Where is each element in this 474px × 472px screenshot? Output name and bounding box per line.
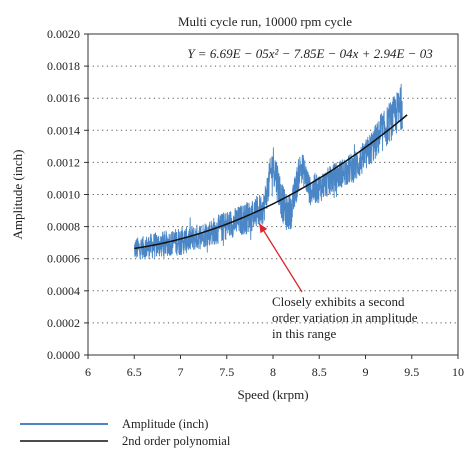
x-tick-label: 6.5 [127, 365, 142, 379]
grid [88, 65, 458, 324]
x-tick-label: 10 [452, 365, 464, 379]
amplitude-series [133, 83, 403, 260]
y-tick-label: 0.0002 [47, 316, 80, 330]
y-tick-label: 0.0000 [47, 348, 80, 362]
amplitude-trace [133, 83, 403, 260]
polynomial-curve [134, 114, 408, 250]
y-tick-label: 0.0020 [47, 27, 80, 41]
annotation-line-2: order variation in amplitude [272, 310, 418, 325]
x-tick-label: 7.5 [219, 365, 234, 379]
fit-equation: Y = 6.69E − 05x² − 7.85E − 04x + 2.94E −… [187, 46, 433, 61]
annotation-line-1: Closely exhibits a second [272, 294, 405, 309]
x-tick-label: 9.5 [404, 365, 419, 379]
y-tick-label: 0.0004 [47, 284, 80, 298]
annotation-arrow [258, 223, 303, 293]
y-tick-label: 0.0006 [47, 252, 80, 266]
x-axis-ticks: 6 6.5 7 7.5 8 8.5 9 9.5 10 [85, 355, 464, 379]
y-tick-label: 0.0012 [47, 155, 80, 169]
legend: Amplitude (inch) 2nd order polynomial [20, 417, 231, 448]
polynomial-series [134, 114, 408, 250]
x-tick-label: 6 [85, 365, 91, 379]
y-tick-label: 0.0018 [47, 59, 80, 73]
y-tick-label: 0.0008 [47, 220, 80, 234]
y-tick-label: 0.0014 [47, 123, 80, 137]
x-tick-label: 9 [363, 365, 369, 379]
annotation: Closely exhibits a second order variatio… [258, 223, 418, 341]
x-tick-label: 8 [270, 365, 276, 379]
y-axis-ticks: 0.0000 0.0002 0.0004 0.0006 0.0008 0.0010 0.00… [47, 27, 88, 362]
y-axis-label: Amplitude (inch) [10, 150, 25, 240]
y-tick-label: 0.0016 [47, 91, 80, 105]
legend-label-amplitude: Amplitude (inch) [122, 417, 208, 431]
chart-title: Multi cycle run, 10000 rpm cycle [178, 14, 352, 29]
legend-label-polynomial: 2nd order polynomial [122, 434, 231, 448]
x-axis-label: Speed (krpm) [237, 387, 308, 402]
y-tick-label: 0.0010 [47, 188, 80, 202]
annotation-line-3: in this range [272, 326, 336, 341]
annotation-arrowhead [259, 223, 268, 234]
x-tick-label: 8.5 [312, 365, 327, 379]
x-tick-label: 7 [178, 365, 184, 379]
